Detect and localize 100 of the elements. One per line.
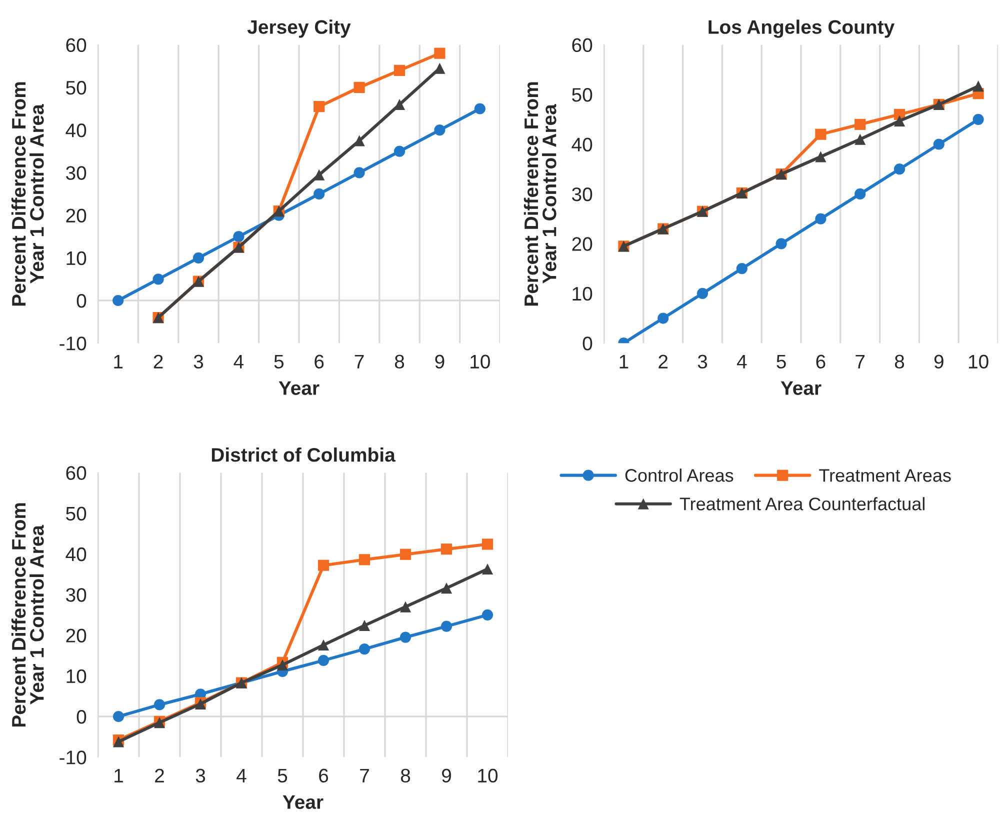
y-tick-label: 60 [66, 38, 86, 52]
x-tick-label: 9 [934, 354, 944, 369]
x-tick-label: 1 [114, 768, 123, 782]
point [696, 288, 708, 299]
y-tick-label: 20 [66, 628, 86, 642]
point [854, 118, 866, 130]
y-tick-label: 0 [582, 336, 592, 350]
y-tick-label: 0 [76, 294, 86, 308]
x-tick-label: 9 [435, 354, 444, 369]
point [972, 114, 984, 125]
point [276, 659, 288, 670]
point [354, 82, 365, 93]
point [112, 710, 124, 722]
x-axis-title: Year [780, 381, 822, 395]
point [394, 146, 406, 157]
y-tick-label: -10 [60, 336, 86, 350]
point [894, 115, 906, 126]
y-tick-label: 40 [66, 124, 86, 138]
point [354, 135, 365, 146]
point [434, 48, 446, 59]
y-tick-label: 60 [572, 38, 592, 52]
x-tick-label: 1 [114, 354, 123, 368]
x-tick-label: 7 [360, 768, 369, 782]
y-tick-label: 0 [76, 710, 86, 724]
point [482, 609, 494, 620]
y-axis-title: Percent Difference From Year 1 Control Area [11, 503, 44, 727]
point [314, 101, 325, 112]
x-tick-label: 8 [400, 768, 410, 783]
x-tick-label: 2 [658, 354, 668, 368]
point [894, 164, 906, 175]
x-tick-label: 3 [698, 354, 708, 369]
x-tick-label: 8 [894, 354, 904, 369]
y-tick-label: 30 [66, 166, 86, 180]
point [815, 128, 826, 140]
point [112, 294, 124, 306]
point [354, 167, 365, 178]
x-tick-label: 10 [478, 768, 498, 783]
point [482, 563, 494, 575]
y-axis-title: Percent Difference From Year 1 Control Area [11, 82, 44, 306]
chart-title: District of Columbia [212, 448, 396, 462]
y-tick-label: 10 [66, 251, 86, 266]
point [854, 188, 866, 200]
point [318, 560, 330, 571]
y-tick-label: -10 [60, 750, 86, 764]
x-tick-label: 6 [314, 354, 324, 369]
point [440, 582, 452, 594]
point [358, 620, 370, 632]
x-axis-title: Year [278, 381, 320, 395]
point [152, 274, 164, 285]
x-axis-title: Year [282, 795, 324, 809]
point [815, 151, 826, 162]
x-tick-label: 7 [354, 354, 364, 368]
y-tick-label: 10 [572, 286, 592, 301]
point [434, 124, 446, 136]
point [933, 138, 944, 150]
legend-label: Treatment Areas [819, 469, 951, 482]
x-tick-label: 2 [155, 768, 164, 782]
point [776, 238, 787, 250]
x-tick-label: 5 [278, 768, 288, 783]
point [474, 103, 486, 114]
point [318, 639, 330, 651]
x-tick-label: 3 [194, 354, 204, 369]
y-tick-label: 50 [66, 506, 86, 521]
y-tick-label: 20 [572, 237, 592, 251]
y-tick-label: 20 [66, 208, 86, 223]
x-tick-label: 1 [620, 354, 628, 368]
x-tick-label: 10 [470, 354, 490, 369]
point [400, 601, 412, 612]
point [434, 62, 446, 74]
legend-label: Treatment Area Counterfactual [680, 497, 924, 510]
point [394, 64, 406, 76]
point [972, 80, 984, 92]
point [400, 548, 412, 560]
point [400, 632, 412, 643]
point [440, 620, 452, 632]
point [854, 134, 866, 145]
x-tick-label: 3 [196, 768, 206, 783]
x-tick-label: 5 [776, 354, 786, 369]
point [358, 643, 370, 655]
x-tick-label: 4 [236, 768, 246, 782]
point [482, 538, 494, 550]
point [440, 544, 452, 555]
x-tick-label: 9 [442, 768, 451, 783]
point [314, 169, 325, 180]
point [314, 188, 325, 200]
y-tick-label: 40 [66, 547, 86, 562]
x-tick-label: 2 [154, 354, 163, 368]
point [658, 312, 669, 324]
y-tick-label: 60 [66, 466, 86, 480]
point [233, 231, 244, 242]
x-tick-label: 8 [394, 354, 404, 369]
x-tick-label: 5 [274, 354, 284, 369]
legend-label: Control Areas [625, 468, 734, 482]
point [318, 654, 330, 666]
x-tick-label: 6 [319, 768, 328, 783]
y-tick-label: 30 [66, 588, 86, 602]
x-tick-label: 6 [816, 354, 826, 369]
y-tick-label: 50 [66, 80, 86, 95]
chart-title: Los Angeles County [708, 20, 895, 38]
point [815, 213, 826, 224]
